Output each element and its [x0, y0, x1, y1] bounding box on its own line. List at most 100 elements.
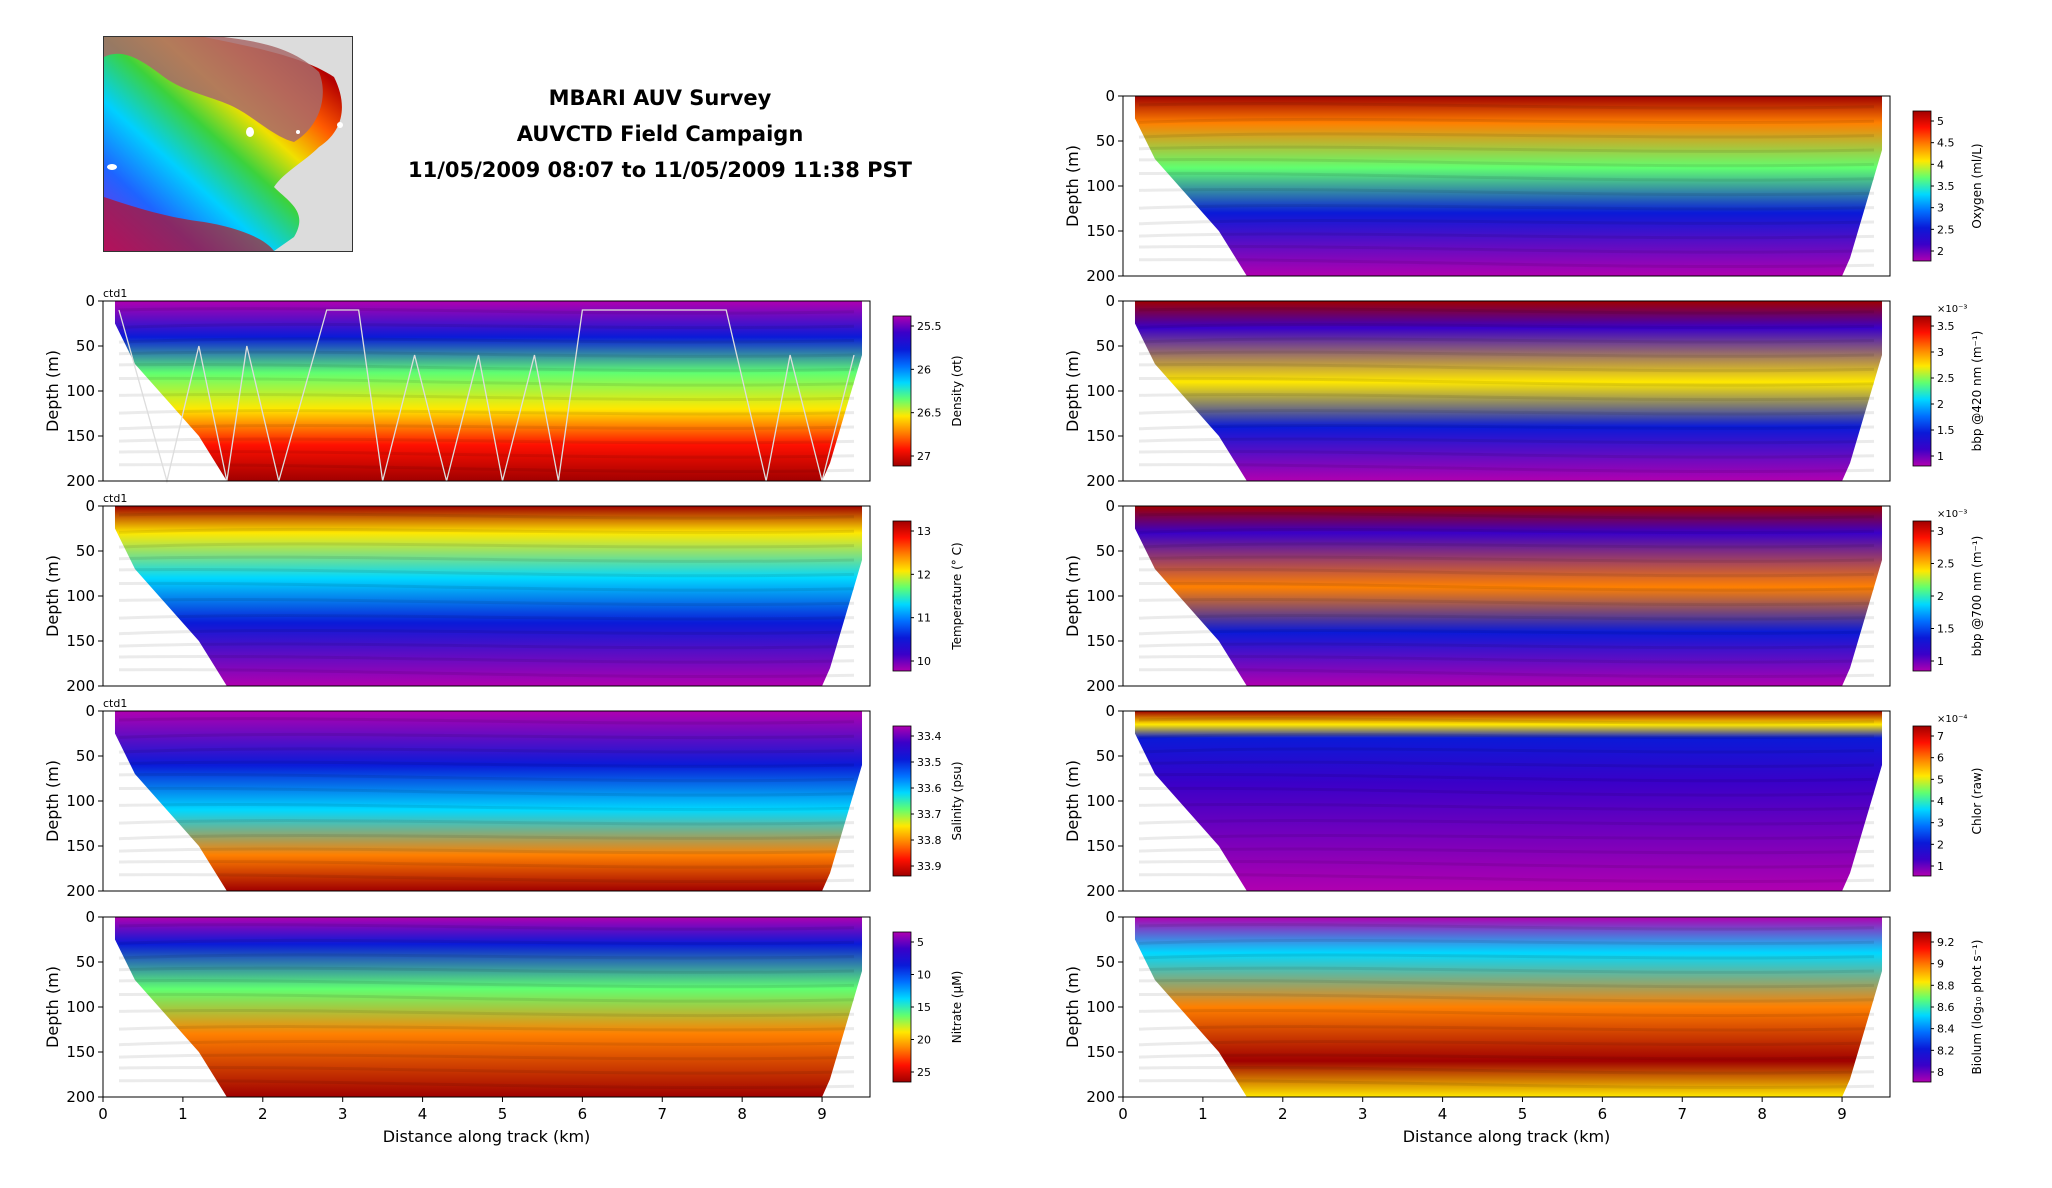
isoline: [1138, 979, 1875, 989]
colorbar-salinity: [892, 725, 912, 877]
y-tick-label: 50: [1096, 953, 1115, 971]
isoline: [1138, 747, 1875, 754]
isoline: [118, 819, 855, 826]
isoline: [118, 773, 855, 783]
isoline: [118, 409, 855, 416]
y-axis-label: Depth (m): [1063, 760, 1082, 842]
section-fill-bbp420: [1134, 301, 1883, 481]
isoline: [118, 463, 855, 474]
y-tick-label: 150: [1086, 1043, 1115, 1061]
y-tick-label: 100: [1086, 792, 1115, 810]
colorbar-density: [892, 315, 912, 467]
isoline: [118, 1039, 855, 1047]
colorbar-label: Oxygen (ml/L): [1970, 143, 1984, 228]
y-tick-label: 200: [1086, 472, 1115, 490]
panel-biolum: 0 50 100 150 200 Depth (m) 0 1 2 3 4 5 6 7 8 9 Distance …: [1063, 908, 1984, 1146]
panel-salinity: 0 50 100 150 200 Depth (m) ctd1 33.4 33.5 33.6 33.…: [43, 697, 964, 900]
y-tick-label: 100: [66, 587, 95, 605]
y-tick-label: 0: [85, 292, 95, 310]
y-tick-label: 0: [85, 908, 95, 926]
isoline: [1138, 717, 1875, 725]
colorbar-tick-label: 33.4: [917, 730, 942, 743]
y-tick-label: 100: [1086, 382, 1115, 400]
colorbar-tick-label: 10: [917, 655, 931, 668]
y-tick-label: 100: [1086, 998, 1115, 1016]
colorbar-tick-label: 5: [1937, 115, 1944, 128]
y-tick-label: 200: [1086, 677, 1115, 695]
colorbar-tick-label: 3: [1937, 346, 1944, 359]
isoline: [118, 1025, 855, 1032]
isoline: [118, 449, 855, 459]
isoline: [1138, 992, 1875, 1003]
y-tick-label: 200: [1086, 1088, 1115, 1106]
y-tick-label: 50: [1096, 542, 1115, 560]
isoline: [1138, 132, 1875, 139]
isoline: [118, 568, 855, 578]
colorbar-tick-label: 5: [1937, 773, 1944, 786]
isoline: [118, 717, 855, 725]
isoline: [1138, 437, 1875, 445]
colorbar-tick-label: 27: [917, 450, 931, 463]
colorbar-label: Nitrate (μM): [950, 971, 964, 1044]
isoline: [1138, 527, 1875, 535]
isoline: [118, 786, 855, 797]
y-tick-label: 50: [76, 337, 95, 355]
colorbar-tick-label: 3: [1937, 817, 1944, 830]
y-tick-label: 200: [66, 1088, 95, 1106]
colorbar-tick-label: 8.2: [1937, 1044, 1955, 1057]
isoline: [1138, 859, 1875, 869]
x-tick-label: 5: [1518, 1105, 1528, 1123]
y-axis-label: Depth (m): [1063, 966, 1082, 1048]
isoline: [1138, 555, 1875, 563]
panel-bbp420: 0 50 100 150 200 Depth (m) 3.5 3 2.5 2 1.5 1 ×10⁻³ bb…: [1063, 292, 1984, 490]
isoline: [1138, 1079, 1875, 1090]
colorbar-label: Temperature (° C): [950, 542, 964, 650]
panel-temperature: 0 50 100 150 200 Depth (m) ctd1 13 12 11 10 Tempera…: [43, 492, 964, 695]
colorbar-tick-label: 5: [917, 936, 924, 949]
isoline: [118, 979, 855, 989]
colorbar-tick-label: 2: [1937, 590, 1944, 603]
x-tick-label: 2: [1278, 1105, 1288, 1123]
y-tick-label: 100: [66, 792, 95, 810]
colorbar-exponent: ×10⁻³: [1937, 509, 1967, 520]
isoline: [118, 668, 855, 679]
y-tick-label: 150: [66, 427, 95, 445]
colorbar-label: Chlor (raw): [1970, 768, 1984, 835]
figure-title: MBARI AUV Survey AUVCTD Field Campaign 1…: [360, 80, 960, 188]
isoline: [118, 628, 855, 636]
section-fill-nitrate: [114, 917, 863, 1097]
isoline: [1138, 158, 1875, 168]
y-tick-label: 150: [1086, 632, 1115, 650]
colorbar-tick-label: 2.5: [1937, 223, 1955, 236]
y-tick-label: 50: [1096, 747, 1115, 765]
isoline: [1138, 350, 1875, 358]
isoline: [1138, 786, 1875, 797]
isoline: [118, 322, 855, 330]
colorbar-tick-label: 8.8: [1937, 979, 1955, 992]
isoline: [1138, 463, 1875, 474]
y-tick-label: 0: [1105, 292, 1115, 310]
isoline: [1138, 258, 1875, 269]
x-tick-label: 2: [258, 1105, 268, 1123]
colorbar-tick-label: 33.7: [917, 808, 942, 821]
isoline: [118, 953, 855, 960]
x-axis-label: Distance along track (km): [1403, 1127, 1611, 1146]
isoline: [118, 1065, 855, 1075]
x-tick-label: 9: [817, 1105, 827, 1123]
isoline: [1138, 363, 1875, 373]
isoline: [1138, 449, 1875, 459]
isoline: [118, 802, 855, 812]
colorbar-tick-label: 10: [917, 969, 931, 982]
colorbar-tick-label: 26: [917, 363, 931, 376]
isoline: [118, 847, 855, 855]
isoline: [118, 581, 855, 592]
isoline: [1138, 773, 1875, 783]
isoline: [1138, 628, 1875, 636]
colorbar-tick-label: 26.5: [917, 407, 942, 420]
y-tick-label: 100: [1086, 587, 1115, 605]
colorbar-oxygen: [1912, 110, 1932, 262]
isoline: [118, 614, 855, 621]
colorbar-label: bbp @420 nm (m⁻¹): [1970, 331, 1984, 452]
x-tick-label: 1: [178, 1105, 188, 1123]
